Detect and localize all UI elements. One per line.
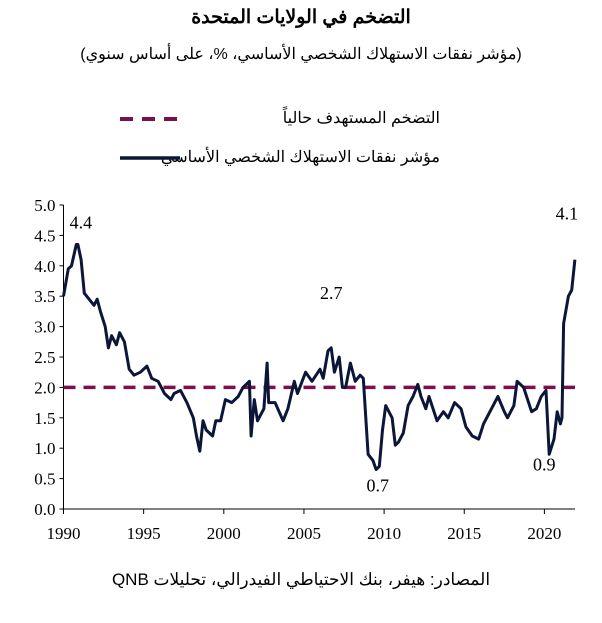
- y-tick-label: 4.0: [34, 257, 55, 276]
- y-tick-label: 3.5: [34, 287, 55, 306]
- chart-subtitle: (مؤشر نفقات الاستهلاك الشخصي الأساسي، %،…: [80, 46, 522, 63]
- y-tick-label: 2.5: [34, 348, 55, 367]
- y-tick-label: 5.0: [34, 196, 55, 215]
- core-pce-line: [62, 243, 577, 471]
- y-tick-label: 1.0: [34, 439, 55, 458]
- data-label: 0.9: [533, 454, 556, 474]
- y-tick-label: 1.5: [34, 409, 55, 428]
- x-tick-label: 2015: [447, 524, 481, 543]
- y-tick-label: 2.0: [34, 378, 55, 397]
- source-note: المصادر: هيفر، بنك الاحتياطي الفيدرالي، …: [111, 570, 491, 589]
- y-tick-label: 3.0: [34, 318, 55, 337]
- legend-label-series: مؤشر نفقات الاستهلاك الشخصي الأساسي: [160, 149, 440, 166]
- data-label: 0.7: [366, 475, 389, 495]
- data-label: 4.1: [556, 204, 579, 224]
- data-label: 4.4: [70, 212, 93, 232]
- x-tick-label: 1995: [127, 524, 161, 543]
- x-tick-label: 2010: [367, 524, 401, 543]
- y-tick-label: 4.5: [34, 226, 55, 245]
- x-tick-label: 2020: [527, 524, 561, 543]
- data-label: 2.7: [320, 283, 343, 303]
- x-tick-label: 1990: [47, 524, 81, 543]
- y-tick-label: 0.0: [34, 500, 55, 519]
- y-tick-label: 0.5: [34, 470, 55, 489]
- x-tick-label: 2000: [207, 524, 241, 543]
- x-tick-label: 2005: [287, 524, 321, 543]
- chart-title: التضخم في الولايات المتحدة: [191, 7, 411, 28]
- legend-label-target: التضخم المستهدف حالياً: [282, 110, 440, 127]
